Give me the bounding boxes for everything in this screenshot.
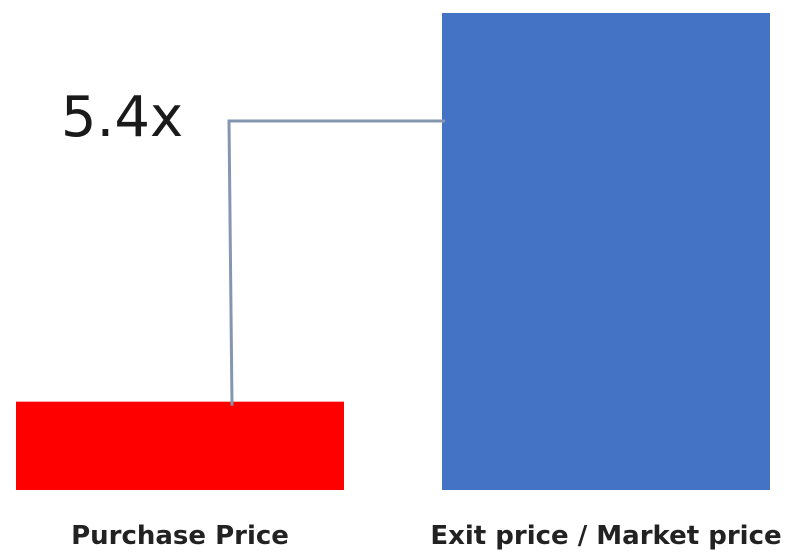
ratio-annotation-label: 5.4x <box>61 85 183 150</box>
bars-group <box>16 13 770 490</box>
category-label: Exit price / Market price <box>430 521 781 551</box>
category-label: Purchase Price <box>71 521 289 551</box>
category-labels-group: Purchase Price Exit price / Market price <box>71 521 782 551</box>
bar-exit-price-market-price <box>442 13 770 490</box>
bar-purchase-price <box>16 401 344 490</box>
ratio-connector-line <box>227 119 445 406</box>
